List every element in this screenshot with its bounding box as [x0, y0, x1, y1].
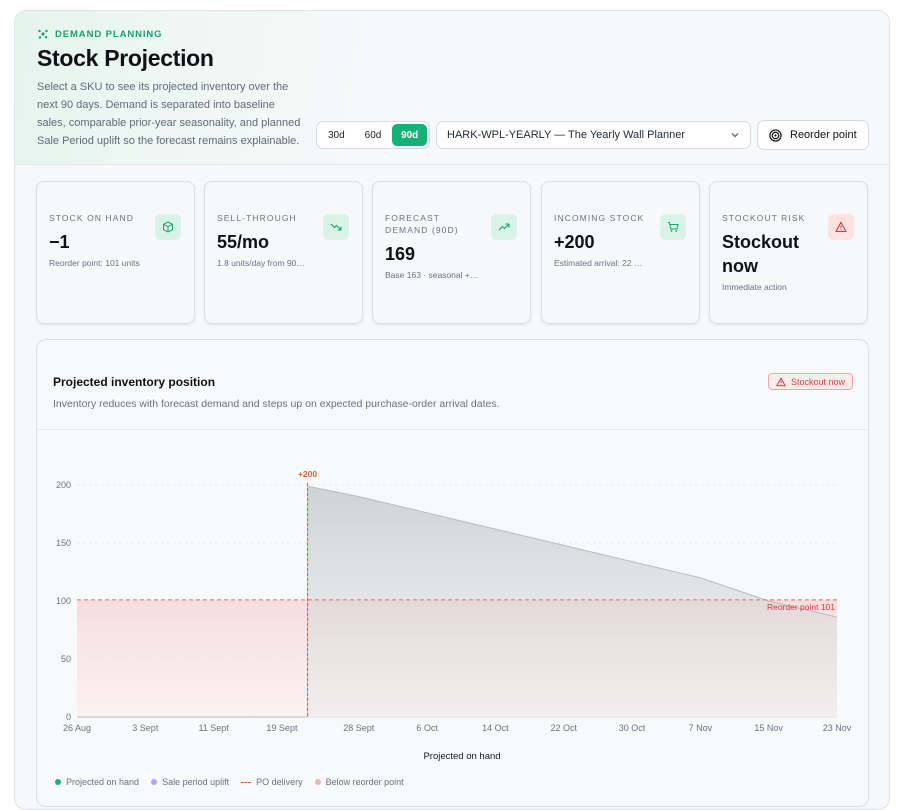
legend-item-projected: Projected on hand	[55, 777, 139, 787]
legend-item-po: PO delivery	[241, 777, 303, 787]
x-tick-label: 23 Nov	[823, 723, 852, 733]
card-forecast-demand: FORECAST DEMAND (90D) 169 Base 163 · sea…	[372, 181, 531, 324]
page-description: Select a SKU to see its projected invent…	[37, 81, 301, 147]
stockout-badge-label: Stockout now	[790, 376, 845, 387]
x-axis-title: Projected on hand	[423, 751, 500, 762]
y-tick-label: 100	[56, 596, 71, 606]
card-sub: 1.8 units/day from 90…	[217, 258, 305, 268]
po-delivery-label: +200	[298, 469, 317, 479]
x-tick-label: 15 Nov	[754, 723, 783, 733]
inventory-chart: 0 50 100 150 200 Reorder point 101 +200 26 Aug 3…	[56, 469, 852, 762]
legend-label: Below reorder point	[325, 777, 404, 787]
eyebrow: DEMAND PLANNING	[37, 28, 162, 40]
x-tick-label: 6 Oct	[416, 723, 438, 733]
card-incoming-stock: INCOMING STOCK +200 Estimated arrival: 2…	[541, 181, 700, 324]
reorder-point-label: Reorder point	[790, 129, 857, 141]
legend-swatch	[314, 779, 321, 785]
card-label: SELL-THROUGH	[217, 213, 297, 223]
y-tick-label: 150	[56, 538, 71, 548]
y-tick-label: 0	[66, 712, 71, 722]
trend-up-icon	[491, 214, 517, 240]
chart-legend: Projected on hand Sale period uplift PO …	[55, 777, 404, 787]
x-tick-label: 14 Oct	[482, 723, 509, 733]
card-label: STOCKOUT RISK	[722, 213, 806, 223]
card-value: 169	[385, 244, 416, 264]
card-sub: Reorder point: 101 units	[49, 258, 140, 268]
chart-title: Projected inventory position	[53, 375, 216, 389]
reorder-point-button[interactable]: Reorder point	[757, 120, 869, 150]
legend-label: Projected on hand	[66, 777, 140, 787]
card-value: +200	[554, 232, 595, 252]
cart-icon	[660, 214, 686, 240]
x-tick-label: 7 Nov	[689, 723, 713, 733]
sku-select-value: HARK-WPL-YEARLY — The Yearly Wall Planne…	[447, 129, 686, 141]
x-tick-label: 30 Oct	[619, 723, 646, 733]
stock-projection-panel: DEMAND PLANNING Stock Projection Select …	[14, 10, 890, 810]
inventory-chart-card: Projected inventory position Inventory r…	[36, 339, 869, 807]
sparkle-icon	[38, 29, 48, 39]
chevron-down-icon	[731, 133, 739, 138]
legend-swatch	[55, 779, 61, 785]
legend-swatch	[241, 781, 252, 783]
sku-select[interactable]: HARK-WPL-YEARLY — The Yearly Wall Planne…	[436, 121, 751, 149]
y-tick-label: 50	[61, 654, 71, 664]
card-sub: Base 163 · seasonal +…	[385, 270, 479, 280]
card-stock-on-hand: STOCK ON HAND −1 Reorder point: 101 unit…	[36, 181, 195, 324]
x-tick-label: 28 Sept	[343, 723, 375, 733]
x-tick-label: 22 Oct	[550, 723, 577, 733]
x-tick-label: 3 Sept	[132, 723, 159, 733]
chart-subtitle: Inventory reduces with forecast demand a…	[53, 398, 500, 410]
stockout-badge: Stockout now	[767, 373, 853, 390]
box-icon	[155, 214, 181, 240]
projected-on-hand-area	[77, 486, 837, 717]
legend-item-below-reorder: Below reorder point	[314, 777, 404, 787]
card-label: INCOMING STOCK	[554, 213, 645, 223]
alert-icon	[828, 214, 854, 240]
card-value: −1	[49, 232, 70, 252]
trend-down-icon	[323, 214, 349, 240]
card-value: Stockout now	[722, 232, 800, 276]
legend-item-uplift: Sale period uplift	[151, 777, 229, 787]
page-header: DEMAND PLANNING Stock Projection Select …	[15, 11, 889, 165]
range-selector: 30d 60d 90d	[316, 121, 430, 149]
reorder-label: Reorder point 101	[767, 602, 835, 612]
card-stockout-risk: STOCKOUT RISK Stockout now Immediate act…	[709, 181, 868, 324]
x-tick-label: 11 Sept	[198, 723, 229, 733]
range-90d-button[interactable]: 90d	[392, 124, 428, 146]
card-sub: Estimated arrival: 22 …	[554, 258, 643, 268]
card-label: FORECAST DEMAND (90D)	[385, 213, 459, 235]
x-tick-label: 26 Aug	[63, 723, 91, 733]
range-60d-button[interactable]: 60d	[364, 129, 382, 141]
chart-divider	[37, 429, 868, 430]
card-sub: Immediate action	[722, 282, 787, 292]
legend-swatch	[151, 779, 158, 785]
card-value: 55/mo	[217, 232, 270, 252]
target-icon	[769, 128, 782, 142]
alert-icon	[776, 377, 786, 386]
y-tick-label: 200	[56, 480, 71, 490]
card-sell-through: SELL-THROUGH 55/mo 1.8 units/day from 90…	[204, 181, 363, 324]
range-30d-button[interactable]: 30d	[327, 129, 345, 141]
card-label: STOCK ON HAND	[49, 213, 134, 223]
legend-label: Sale period uplift	[162, 777, 230, 787]
x-tick-label: 19 Sept	[266, 723, 298, 733]
page-title: Stock Projection	[37, 45, 214, 71]
eyebrow-label: DEMAND PLANNING	[55, 28, 163, 40]
legend-label: PO delivery	[256, 777, 303, 787]
